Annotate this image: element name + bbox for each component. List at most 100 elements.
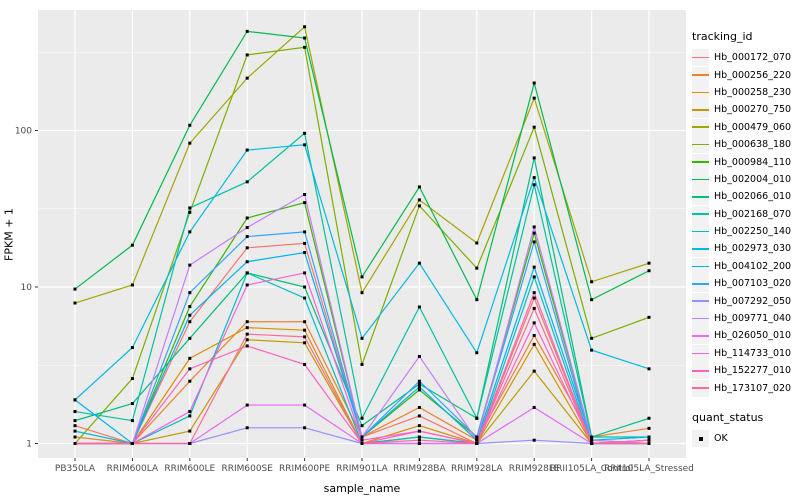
legend-item-label: Hb_002168_070 [714,208,792,220]
legend-item-label: Hb_004102_200 [714,260,792,272]
x-tick-label: RRIM928BA [393,464,446,474]
legend-item-label: Hb_000270_750 [714,104,792,116]
legend-item: Hb_007103_020 [692,275,798,293]
data-points [73,25,651,445]
x-tick-label: RRII105LA_Control [550,464,633,474]
x-tick-label: RRIM600LE [164,464,215,474]
legend-key-swatch [692,327,709,345]
legend-item-label: Hb_007292_050 [714,295,792,307]
legend-line-icon [692,143,709,146]
legend-item-label: Hb_002250_140 [714,226,792,238]
black-square-point-icon [698,436,703,441]
legend-item-label: Hb_000258_230 [714,86,792,98]
y-tick-label: 1 [26,440,32,450]
legend-line-icon [692,230,709,233]
legend-key-swatch [692,136,709,154]
legend-line-icon [692,369,709,372]
legend-key-swatch [692,344,709,362]
legend-key-swatch [692,66,709,84]
y-axis-title: FPKM + 1 [2,208,16,261]
legend-line-icon [692,265,709,268]
legend-key-swatch [692,257,709,275]
legend-item: Hb_007292_050 [692,292,798,310]
legend-line-icon [692,91,709,94]
legend-line-icon [692,74,709,76]
legend-line-icon [692,300,709,302]
legend-key-swatch [692,292,709,310]
legend-item: Hb_026050_010 [692,327,798,345]
quant-status-label: OK [714,433,728,444]
legend-item: Hb_000172_070 [692,49,798,67]
legend-item: Hb_000258_230 [692,83,798,101]
legend-item: Hb_002004_010 [692,170,798,188]
legend-item: Hb_152277_010 [692,362,798,380]
legend-entries: Hb_000172_070 Hb_000256_220 Hb_000258_230 H… [692,49,798,397]
y-tick-label: 10 [21,283,33,293]
legend-item-label: Hb_002973_030 [714,243,792,255]
quant-entries: OK [692,430,798,447]
legend-item: Hb_000479_060 [692,118,798,136]
x-tick-label: RRIM928LE [509,464,560,474]
legend-line-icon [692,126,709,129]
legend-title-quant-status: quant_status [692,410,764,424]
legend-key-swatch [692,379,709,397]
legend-line-icon [692,161,709,163]
legend-key-swatch [692,205,709,223]
legend-line-icon [692,317,709,320]
legend-item: Hb_000256_220 [692,66,798,84]
legend-key-swatch [692,188,709,206]
legend-item: Hb_000270_750 [692,101,798,119]
legend-item-label: Hb_026050_010 [714,330,792,342]
x-tick-label: RRIM600LA [107,464,159,474]
legend-line-icon [692,178,709,181]
legend-line-icon [692,196,709,198]
legend-item-label: Hb_000256_220 [714,69,792,81]
x-tick-label: RRII105LA_Stressed [604,464,694,474]
legend-item: Hb_000638_180 [692,136,798,154]
x-tick-label: RRIM600PE [279,464,331,474]
legend-item: Hb_002168_070 [692,205,798,223]
legend: tracking_id Hb_000172_070 Hb_000256_220 Hb… [692,30,798,447]
legend-key-swatch [692,83,709,101]
legend-item-label: Hb_002004_010 [714,173,792,185]
legend-line-icon [692,56,709,59]
legend-key-swatch [692,153,709,171]
legend-item: Hb_000984_110 [692,153,798,171]
x-tick-label: PB350LA [55,464,96,474]
legend-item: Hb_009771_040 [692,310,798,328]
legend-line-icon [692,109,709,111]
legend-item: Hb_173107_020 [692,379,798,397]
legend-item: Hb_002250_140 [692,223,798,241]
x-tick-label: RRIM600SE [221,464,273,474]
y-tick-label: 100 [15,127,32,137]
legend-line-icon [692,387,709,389]
legend-key-swatch [692,49,709,67]
legend-key-swatch [692,310,709,328]
legend-item-label: Hb_114733_010 [714,347,792,359]
legend-key-swatch [692,101,709,119]
legend-item-label: Hb_152277_010 [714,365,792,377]
legend-item: Hb_004102_200 [692,257,798,275]
legend-section-quant-status: quant_status OK [692,411,798,447]
legend-line-icon [692,352,709,355]
tick-labels: PB350LA RRIM600LA RRIM600LE RRIM600SE RRIM60… [15,127,694,475]
legend-key-swatch [692,223,709,241]
x-tick-label: RRIM901LA [336,464,388,474]
legend-item-label: Hb_000479_060 [714,121,792,133]
legend-item-label: Hb_000638_180 [714,139,792,151]
legend-key-swatch [692,170,709,188]
x-tick-label: RRIM928LA [451,464,503,474]
legend-item-label: Hb_000172_070 [714,52,792,64]
legend-key-swatch [692,275,709,293]
legend-item-label: Hb_009771_040 [714,313,792,325]
legend-item-label: Hb_007103_020 [714,278,792,290]
legend-line-icon [692,248,709,250]
legend-key-swatch [692,430,709,447]
legend-key-swatch [692,118,709,136]
legend-key-swatch [692,240,709,258]
legend-line-icon [692,213,709,215]
legend-key-swatch [692,362,709,380]
legend-line-icon [692,335,709,337]
